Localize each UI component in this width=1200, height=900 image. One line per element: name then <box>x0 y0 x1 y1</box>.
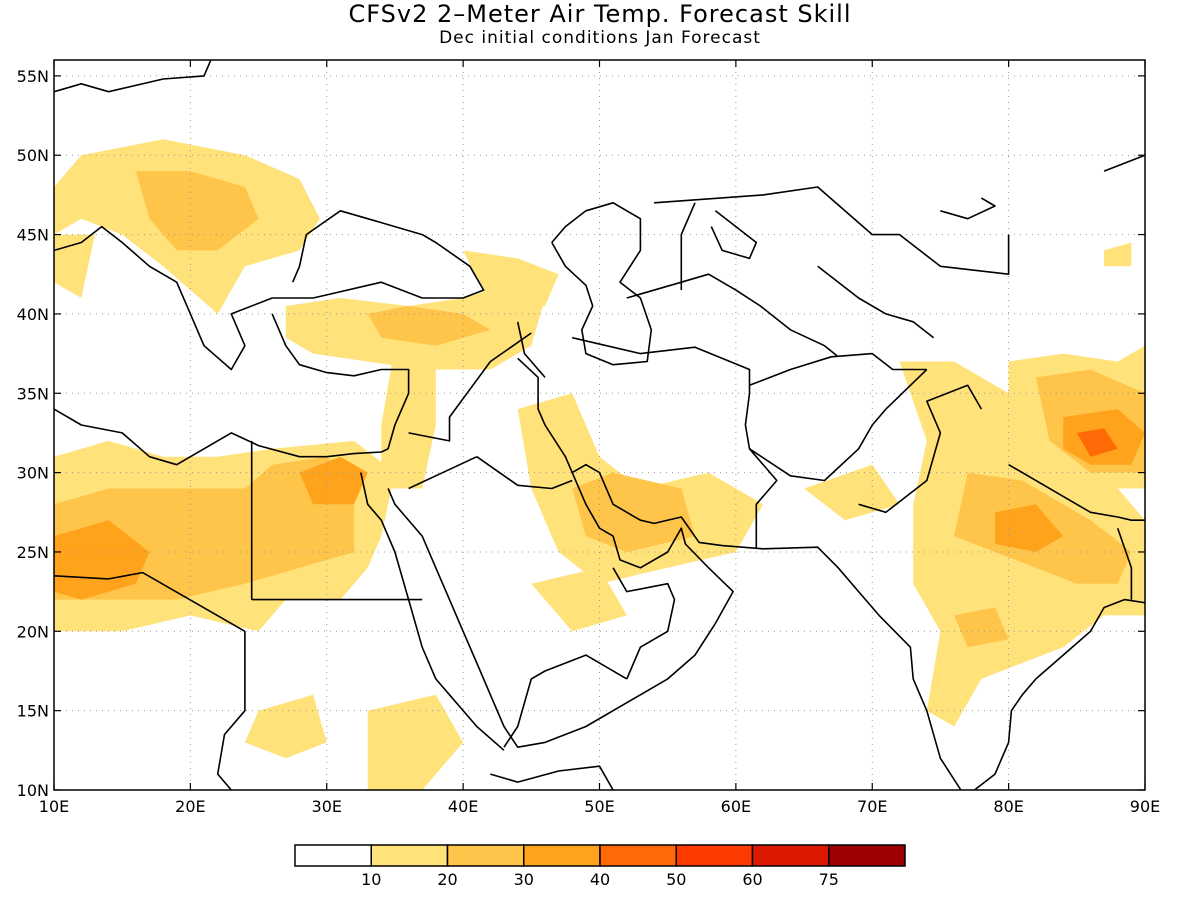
y-axis-ticks: 55N 50N 45N 40N 35N 30N 25N 20N 15N 10N <box>17 67 1145 800</box>
coastline-6 <box>551 202 653 366</box>
x-tick-label: 40E <box>448 797 478 816</box>
skill-region-4 <box>367 306 491 346</box>
border-21 <box>612 567 676 680</box>
y-tick-label: 55N <box>17 67 49 86</box>
x-tick-label: 60E <box>721 797 751 816</box>
legend-swatch-3 <box>523 844 601 867</box>
border-20 <box>1103 154 1145 172</box>
skill-region-12 <box>367 694 464 790</box>
border-16 <box>817 265 935 339</box>
legend-swatch-6 <box>751 844 830 867</box>
border-22 <box>503 654 628 748</box>
coastline-9 <box>490 765 614 790</box>
skill-region-2 <box>54 234 95 298</box>
chart-title: CFSv2 2–Meter Air Temp. Forecast Skill <box>348 0 852 28</box>
coastline-layer <box>54 60 1145 790</box>
border-4 <box>408 332 532 442</box>
coastline-2 <box>54 313 410 466</box>
skill-region-25 <box>1104 242 1132 267</box>
border-7 <box>517 357 573 473</box>
skill-region-9 <box>54 520 150 600</box>
y-tick-label: 35N <box>17 384 49 403</box>
legend-swatch-0 <box>294 844 372 867</box>
skill-region-16 <box>804 464 900 521</box>
border-8 <box>516 321 546 378</box>
skill-region-10 <box>299 456 368 505</box>
border-11 <box>749 368 928 482</box>
legend-swatch-4 <box>599 844 677 867</box>
legend-label: 40 <box>590 870 610 889</box>
legend-swatch-7 <box>828 844 906 867</box>
skill-region-6 <box>381 345 436 489</box>
legend-swatch-1 <box>370 844 449 867</box>
skill-region-19 <box>995 504 1064 552</box>
coastline-7 <box>710 210 758 260</box>
skill-region-14 <box>572 472 695 552</box>
coastline-4 <box>387 463 962 790</box>
legend-label: 20 <box>437 870 457 889</box>
border-5 <box>476 456 573 490</box>
border-12 <box>858 384 983 514</box>
x-tick-label: 80E <box>993 797 1023 816</box>
border-18 <box>1117 516 1145 522</box>
border-10 <box>749 352 927 387</box>
border-13 <box>626 273 839 358</box>
x-tick-label: 30E <box>312 797 342 816</box>
legend-label: 10 <box>361 870 381 889</box>
skill-region-20 <box>954 607 1009 648</box>
x-tick-label: 50E <box>584 797 614 816</box>
border-19 <box>1116 527 1133 600</box>
x-tick-label: 90E <box>1130 797 1160 816</box>
y-tick-label: 25N <box>17 543 49 562</box>
coastline-5 <box>974 598 1145 790</box>
legend-label: 75 <box>819 870 839 889</box>
x-tick-label: 20E <box>175 797 205 816</box>
legend-label: 60 <box>742 870 762 889</box>
border-layer <box>54 154 1145 790</box>
x-tick-label: 70E <box>857 797 887 816</box>
border-6 <box>408 455 478 490</box>
border-9 <box>572 336 778 549</box>
border-3 <box>216 631 246 790</box>
skill-region-1 <box>135 171 259 251</box>
y-tick-label: 45N <box>17 226 49 245</box>
legend-swatch-2 <box>446 844 525 867</box>
border-17 <box>1008 464 1118 518</box>
y-tick-label: 50N <box>17 146 49 165</box>
border-15 <box>654 186 1010 276</box>
y-tick-label: 20N <box>17 622 49 641</box>
y-tick-label: 40N <box>17 305 49 324</box>
border-14 <box>680 202 696 291</box>
skill-region-5 <box>463 250 559 306</box>
coastline-8 <box>940 197 996 220</box>
skill-region-24 <box>1076 428 1118 457</box>
x-tick-label: 10E <box>39 797 69 816</box>
coastline-0 <box>54 60 212 93</box>
coastline-3 <box>360 472 505 751</box>
skill-region-15 <box>531 567 627 632</box>
coastline-1 <box>54 210 485 371</box>
legend-label: 50 <box>666 870 686 889</box>
y-tick-label: 15N <box>17 702 49 721</box>
y-tick-label: 30N <box>17 464 49 483</box>
border-2 <box>54 571 246 632</box>
x-axis-ticks: 10E 20E 30E 40E 50E 60E 70E 80E 90E <box>39 60 1160 816</box>
chart-subtitle: Dec initial conditions Jan Forecast <box>439 28 761 48</box>
legend-label: 30 <box>514 870 534 889</box>
y-tick-label: 10N <box>17 781 49 800</box>
legend-swatch-5 <box>675 844 754 867</box>
